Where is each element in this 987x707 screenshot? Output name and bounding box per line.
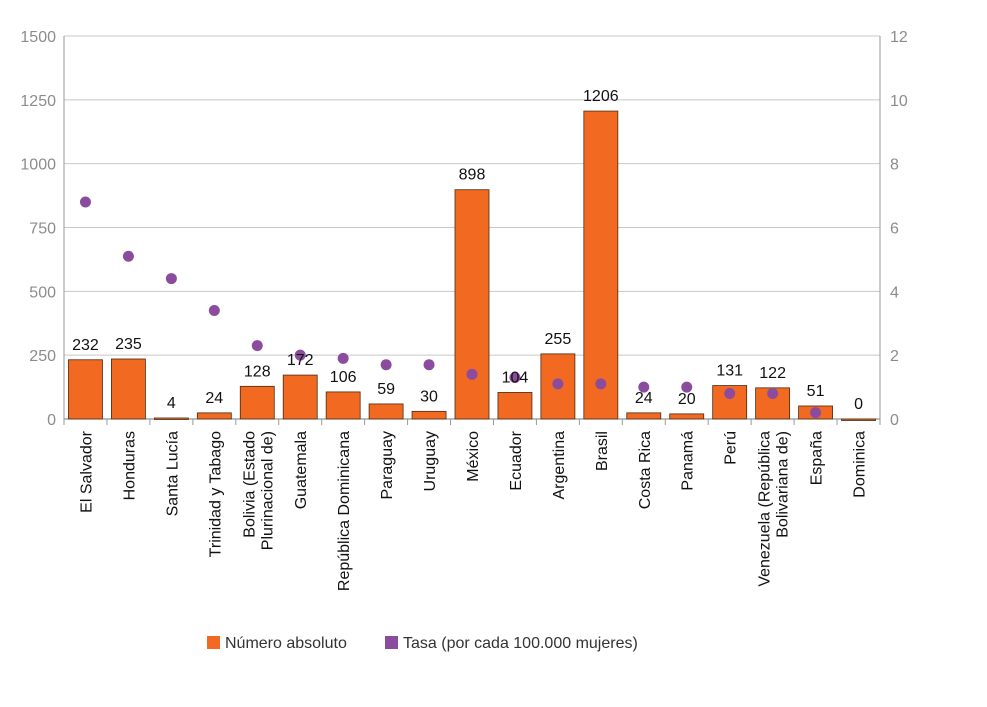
bar-series xyxy=(68,110,876,421)
category-label: Brasil xyxy=(594,431,611,471)
bar xyxy=(111,358,146,420)
rate-point xyxy=(380,359,392,371)
rate-point xyxy=(251,340,263,352)
category-label: Costa Rica xyxy=(637,431,654,509)
data-labels: 232 235 4 24 128 172 106 59 30 898 104 255 1206 24 20 1… xyxy=(72,88,863,413)
dot-series xyxy=(79,196,822,419)
bar xyxy=(282,374,318,420)
category-label: Bolivia (EstadoPlurinacional de) xyxy=(241,431,276,550)
bar-value-label: 30 xyxy=(420,388,438,405)
left-tick-label: 1250 xyxy=(20,93,56,110)
left-y-axis: 0 250 500 750 1000 1250 1500 xyxy=(20,29,65,429)
category-labels: El Salvador Honduras Santa Lucía Trinidad y… xyxy=(78,430,868,591)
category-label: República Dominicana xyxy=(336,431,353,591)
category-label: Trinidad y Tabago xyxy=(207,431,224,557)
rate-point xyxy=(208,304,220,316)
rate-point xyxy=(122,250,134,262)
category-label: Perú xyxy=(723,431,740,465)
right-tick-label: 0 xyxy=(890,412,899,429)
bar-value-label: 898 xyxy=(459,167,486,184)
bar-value-label: 128 xyxy=(244,363,271,380)
rate-point xyxy=(681,381,693,393)
rate-point xyxy=(509,372,521,384)
bar-value-label: 106 xyxy=(330,369,357,386)
left-tick-label: 1500 xyxy=(20,29,56,46)
bar-value-label: 51 xyxy=(807,383,825,400)
category-label: México xyxy=(465,431,482,482)
bar xyxy=(325,391,361,420)
bar-value-label: 59 xyxy=(377,381,395,398)
category-label: Uruguay xyxy=(422,431,439,491)
rate-point xyxy=(595,378,607,390)
category-label: Guatemala xyxy=(293,431,310,509)
rate-point xyxy=(466,368,478,380)
bar xyxy=(583,110,619,420)
bar-value-label: 232 xyxy=(72,337,99,354)
left-tick-label: 500 xyxy=(29,284,56,301)
right-tick-label: 10 xyxy=(890,93,908,110)
bar-value-label: 24 xyxy=(205,390,223,407)
bar-value-label: 20 xyxy=(678,391,696,408)
bar xyxy=(669,413,705,420)
rate-point xyxy=(767,387,779,399)
bar xyxy=(841,418,876,421)
right-tick-label: 12 xyxy=(890,29,908,46)
bar-value-label: 235 xyxy=(115,336,142,353)
bar-value-label: 131 xyxy=(716,363,743,380)
bar-value-label: 0 xyxy=(854,396,863,413)
category-label: El Salvador xyxy=(78,430,95,512)
rate-point xyxy=(638,381,650,393)
rate-point xyxy=(337,352,349,364)
legend-label-dot: Tasa (por cada 100.000 mujeres) xyxy=(403,635,638,652)
category-label: Honduras xyxy=(121,431,138,500)
left-tick-label: 750 xyxy=(29,221,56,238)
category-label: Argentina xyxy=(551,431,568,500)
bar xyxy=(497,392,533,420)
category-label: Venezuela (RepúblicaBolivariana de) xyxy=(757,431,792,587)
bar-value-label: 255 xyxy=(545,331,572,348)
bar-value-label: 172 xyxy=(287,352,314,369)
left-tick-label: 0 xyxy=(47,412,56,429)
category-label: Ecuador xyxy=(508,430,525,490)
bar-value-label: 104 xyxy=(502,369,529,386)
bar-value-label: 24 xyxy=(635,390,653,407)
category-label: España xyxy=(809,431,826,485)
left-tick-label: 250 xyxy=(29,348,56,365)
category-label: Dominica xyxy=(852,431,869,498)
right-tick-label: 6 xyxy=(890,221,899,238)
bar xyxy=(239,385,275,420)
right-tick-label: 4 xyxy=(890,284,899,301)
rate-point xyxy=(165,273,177,285)
bar-value-label: 1206 xyxy=(583,88,619,105)
right-tick-label: 2 xyxy=(890,348,899,365)
bar-value-label: 4 xyxy=(167,395,176,412)
category-label: Santa Lucía xyxy=(164,431,181,517)
rate-point xyxy=(724,387,736,399)
rate-point xyxy=(423,359,435,371)
bar xyxy=(153,417,189,420)
bar xyxy=(626,412,662,420)
legend-label-bar: Número absoluto xyxy=(225,635,347,652)
bar xyxy=(196,412,232,420)
category-label: Panamá xyxy=(680,431,697,491)
rate-point xyxy=(810,407,822,419)
bar xyxy=(68,359,103,420)
rate-point xyxy=(79,196,91,208)
bar xyxy=(454,189,490,420)
legend-swatch-dot xyxy=(385,636,398,649)
legend-swatch-bar xyxy=(207,636,220,649)
right-tick-label: 8 xyxy=(890,157,899,174)
right-y-axis: 0 2 4 6 8 10 12 xyxy=(879,29,908,429)
bar xyxy=(368,403,404,420)
left-tick-label: 1000 xyxy=(20,157,56,174)
bar xyxy=(411,410,447,420)
category-label: Paraguay xyxy=(379,431,396,500)
legend: Número absoluto Tasa (por cada 100.000 m… xyxy=(207,635,638,652)
rate-point xyxy=(294,349,306,361)
rate-point xyxy=(552,378,564,390)
bar-value-label: 122 xyxy=(759,365,786,382)
